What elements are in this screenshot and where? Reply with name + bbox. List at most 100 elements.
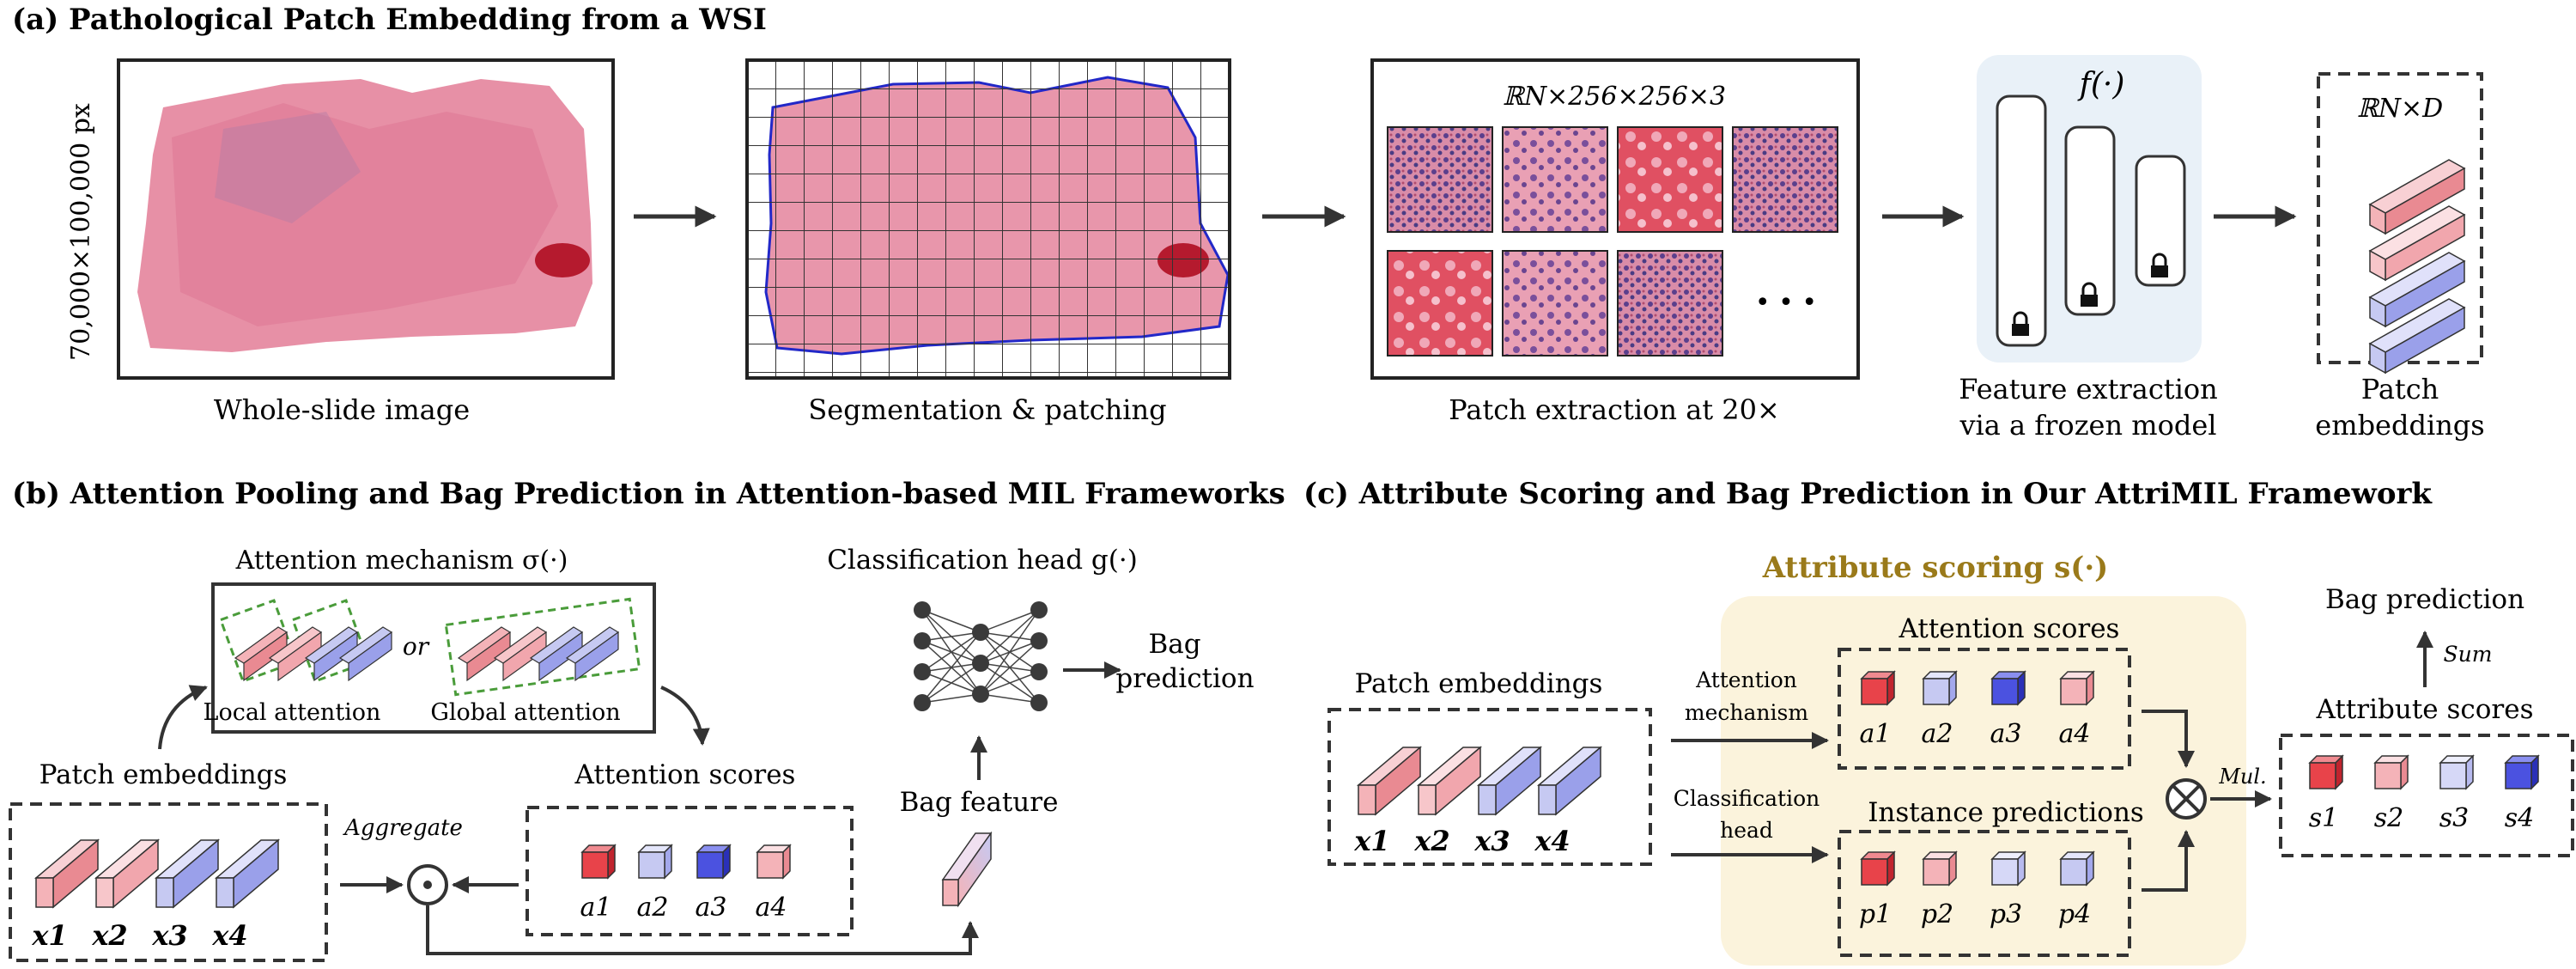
x-label-b: x1 [31,919,67,952]
pred-cube [1990,850,2026,887]
p-label: p4 [2058,899,2091,929]
a-label-b: a2 [637,893,669,923]
score-cube [696,844,732,880]
cls-head-label-b: Classification head g(·) [827,545,1138,576]
x-label-c: x2 [1413,825,1449,857]
lock-icon [2081,282,2098,307]
a-label-b: a3 [696,893,727,923]
neural-network-icon [914,601,1048,711]
seg-caption: Segmentation & patching [808,393,1166,426]
pred-cube [2059,850,2095,887]
patch-ellipsis: • • • [1755,288,1817,318]
score-cubes-b [580,844,792,880]
arrow-attn-to-mul [2142,710,2195,768]
frozen-model-blocks [1996,94,2186,347]
a-label-c: a2 [1922,719,1953,749]
a-label-c: a4 [2059,719,2091,749]
pred-cube [1860,850,1896,887]
mul-label: Mul. [2218,765,2266,789]
arrow-aggregate-to-bagfeature [426,905,979,955]
embedding-bar [2368,298,2466,375]
a-label-b: a1 [580,893,612,923]
embedding-bar [1536,746,1603,816]
wsi-tissue-texture [172,103,558,326]
patch-emb-box-c [1327,708,1652,866]
attn-mech-label-c-2: mechanism [1685,700,1808,725]
s-label: s2 [2374,803,2403,833]
local-label: Local attention [204,699,381,726]
panel-b-title: (b) Attention Pooling and Bag Prediction… [12,477,1285,511]
patch-emb-box-b [9,802,328,962]
attr-cube [2373,754,2409,790]
arrow-attn-to-scores [660,686,710,746]
aggregate-op-dot [423,881,432,889]
sum-label: Sum [2444,642,2493,667]
global-label: Global attention [430,699,620,726]
x-label-c: x3 [1473,825,1510,857]
mini-embedding [338,626,393,682]
patch-thumb-5 [1387,250,1493,357]
embedding-bar [1416,746,1483,816]
attr-scores-box [2279,734,2574,857]
multiply-op-icon [2166,778,2207,820]
patch-space-label: ℝN×256×256×3 [1503,82,1726,112]
cls-head-label-c-1: Classification [1674,786,1820,811]
s-label: s4 [2505,803,2534,833]
s-label: s1 [2309,803,2338,833]
embedding-bar [2368,252,2466,328]
pred-cubes [1860,850,2095,887]
arrow-embed-to-attn [158,685,208,750]
lock-icon [2012,311,2029,336]
cls-head-label-c-2: head [1720,818,1773,843]
p-label: p1 [1859,899,1892,929]
patch-thumb-3 [1617,126,1723,233]
local-attention-bars [219,599,393,683]
attr-cube [2308,754,2344,790]
embedding-bar [1356,746,1423,816]
pred-cube [1922,850,1958,887]
global-dash-box [444,597,641,697]
wsi-purple-region [215,112,361,223]
embedding-bar [1476,746,1543,816]
panel-c-title: (c) Attribute Scoring and Bag Prediction… [1303,477,2433,511]
model-fn-label: f(·) [2077,67,2125,102]
attr-scores-label: Attribute scores [2316,694,2534,725]
wsi-caption: Whole-slide image [214,393,470,426]
embedding-row-c [1356,746,1603,816]
s-label: s3 [2439,803,2469,833]
panel-a-title: (a) Pathological Patch Embedding from a … [12,3,767,37]
model-block-2 [2064,125,2116,316]
attn-scores-box-b [526,806,854,936]
feature-caption-2: via a frozen model [1959,409,2216,442]
attn-scores-label-b: Attention scores [574,759,796,790]
patch-thumb-6 [1502,250,1608,357]
lock-icon [2151,253,2168,277]
patch-thumb-7 [1617,250,1723,357]
attr-cube [2439,754,2475,790]
a-label-c: a3 [1990,719,2022,749]
global-attention-bars [444,597,641,697]
attn-scores-box-c [1838,648,2131,770]
aggregate-label: Aggregate [343,815,463,841]
patch-caption: Patch extraction at 20× [1449,393,1780,426]
bag-pred-label-c: Bag prediction [2325,584,2524,615]
embedding-bar [94,838,161,909]
patch-thumb-1 [1387,126,1493,233]
model-block-3 [2135,155,2186,287]
embedding-bar [33,838,100,909]
local-dash-box [219,599,298,683]
mini-embedding [304,626,359,682]
x-label-b: x2 [91,919,127,952]
bag-feature-label: Bag feature [900,787,1059,818]
score-cube [1922,670,1958,706]
p-label: p2 [1921,899,1953,929]
patch-thumb-4 [1732,126,1838,233]
attr-cube [2504,754,2540,790]
x-label-b: x4 [211,919,247,952]
bag-pred-label-b-2: prediction [1115,663,1254,694]
embedding-bar [2368,159,2466,235]
a-label-b: a4 [756,893,787,923]
score-cube [2059,670,2095,706]
score-cube [1860,670,1896,706]
